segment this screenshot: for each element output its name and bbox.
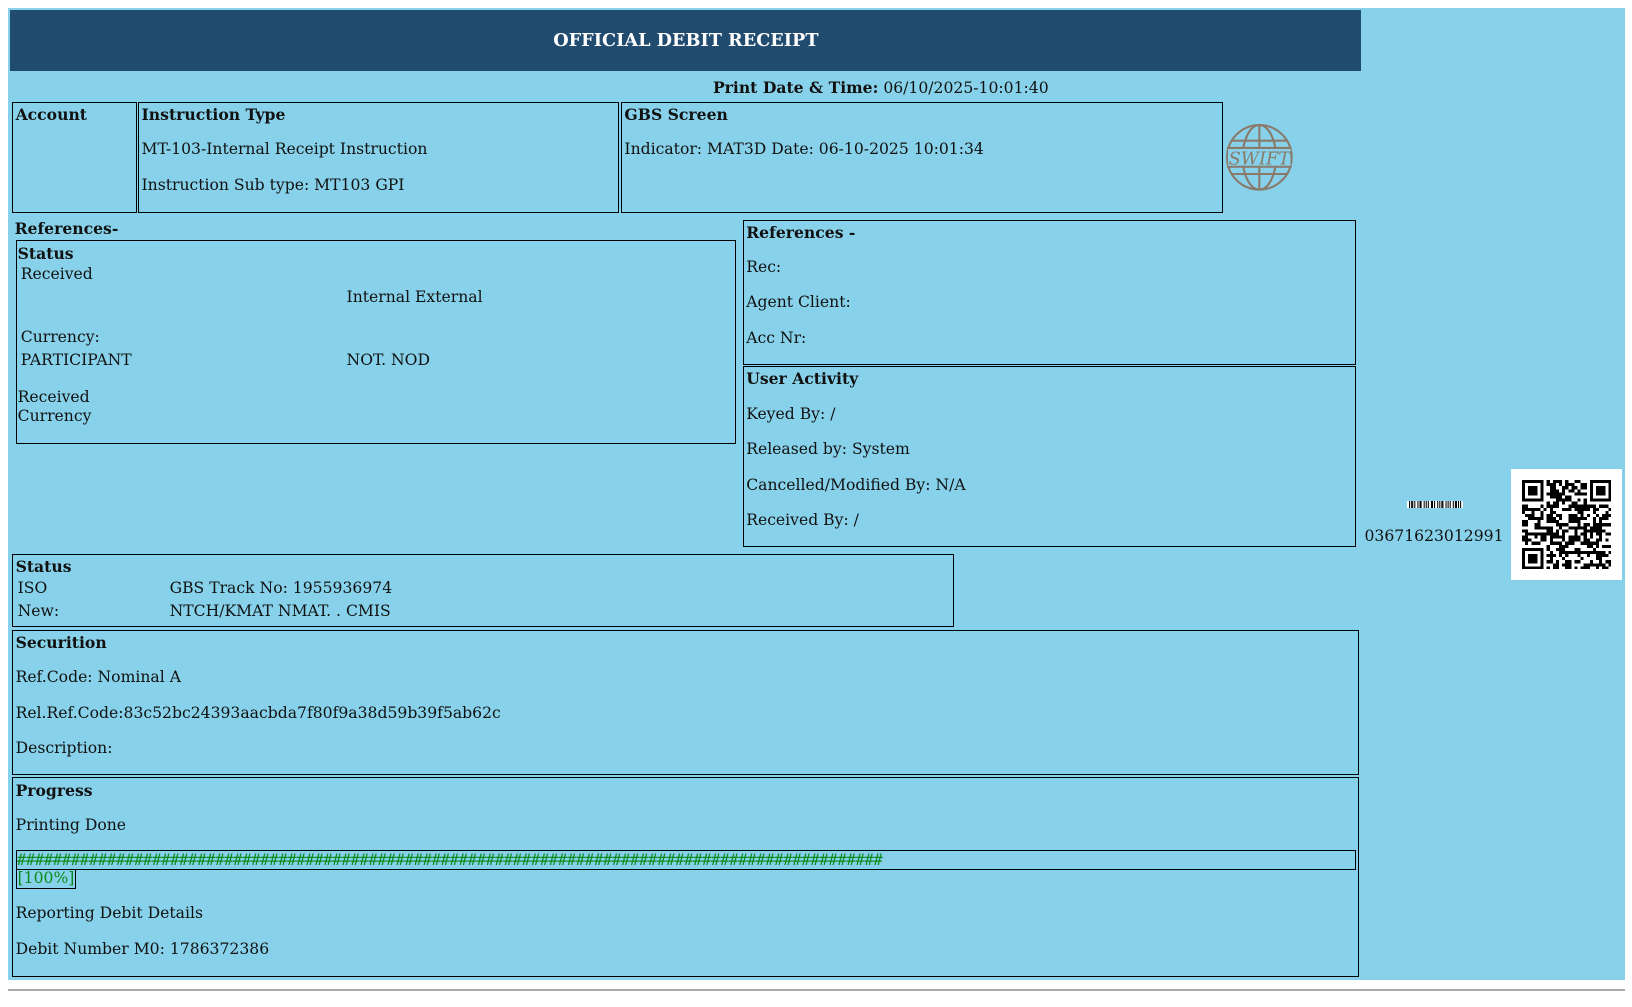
print-label: Print Date & Time: [712,78,879,98]
received-currency-label-2: Currency [17,406,92,425]
gbs-heading: GBS Screen [624,105,728,125]
barcode-bar [1456,500,1458,508]
barcode-number: 03671623012991 [1364,526,1504,545]
instruction-subtype: Instruction Sub type: MT103 GPI [141,175,405,194]
barcode-bar [1412,500,1414,508]
currency-label: Currency: [20,327,100,346]
account-heading: Account [15,105,88,125]
references-left-heading: References- [14,218,119,238]
barcode-bar [1455,500,1457,508]
status-box: Status ISO GBS Track No: 1955936974 New:… [12,553,955,627]
received-currency-label: Received [17,388,90,407]
barcode-bar [1441,500,1443,508]
barcode-bar [1431,500,1433,508]
status-heading: Status [17,243,74,263]
progress-box: Progress Printing Done #################… [12,777,1360,978]
not-nod-value: NOT. NOD [346,350,430,369]
rel-ref-code: Rel.Ref.Code:83c52bc24393aacbda7f80f9a38… [15,703,501,722]
references-right-heading: References - [746,222,856,242]
print-datetime: Print Date & Time: 06/10/2025-10:01:40 [713,78,1049,97]
reporting-label: Reporting Debit Details [15,904,203,923]
new-value: NTCH/KMAT NMAT. . CMIS [169,601,391,620]
barcode-bar [1445,500,1447,508]
swift-logo-icon: SWIFT [1226,123,1293,191]
instruction-type: MT-103-Internal Receipt Instruction [141,140,428,159]
securition-box: Securition Ref.Code: Nominal A Rel.Ref.C… [12,629,1360,776]
barcode-icon [1407,500,1464,508]
barcode-bar [1442,500,1444,508]
securition-heading: Securition [15,632,107,652]
barcode-bar [1409,500,1411,508]
progress-bar: ########################################… [15,850,1357,871]
barcode-bar [1449,500,1451,508]
barcode-bar [1411,500,1413,508]
released-by: Released by: System [746,440,910,459]
iso-label: ISO [17,578,48,597]
barcode-bar [1432,500,1434,508]
barcode-bar [1414,500,1416,508]
debit-number: Debit Number M0: 1786372386 [15,939,270,958]
gbs-box: GBS Screen Indicator: MAT3D Date: 06-10-… [621,101,1223,214]
barcode-bar [1460,500,1462,508]
barcode-bar [1419,500,1421,508]
barcode-bar [1447,500,1449,508]
qr-finder [1527,485,1538,496]
received-by: Received By: / [746,510,859,529]
agent-client-label: Agent Client: [746,293,851,312]
keyed-by: Keyed By: / [746,404,836,423]
barcode-bar [1423,500,1425,508]
gbs-indicator: Indicator: MAT3D Date: 06-10-2025 10:01:… [624,140,984,159]
instruction-heading: Instruction Type [141,105,286,125]
barcode-bar [1427,500,1430,508]
barcode-bar [1437,500,1439,508]
internal-external: Internal External [346,288,483,307]
description-label: Description: [15,738,113,757]
user-activity-heading: User Activity [746,369,859,389]
qr-finder [1595,485,1605,496]
participant-value: PARTICIPANT [20,350,132,369]
new-label: New: [17,601,60,620]
references-status-box: Status Received Internal External Curren… [15,240,736,445]
account-box: Account [12,101,138,214]
gbs-track-no: GBS Track No: 1955936974 [169,578,393,597]
bottom-divider [8,988,1625,991]
barcode-bar [1439,500,1441,508]
barcode-bar [1434,500,1436,508]
user-activity-box: User Activity Keyed By: / Released by: S… [743,366,1357,548]
swift-logo-text: SWIFT [1229,149,1292,169]
page-title: OFFICIAL DEBIT RECEIPT [10,10,1362,71]
rec-label: Rec: [746,258,782,277]
qr-finder [1527,553,1538,564]
barcode-bar [1425,500,1427,508]
instruction-box: Instruction Type MT-103-Internal Receipt… [138,101,620,214]
references-right-box: References - Rec: Agent Client: Acc Nr: [743,219,1357,366]
acc-nr-label: Acc Nr: [746,328,807,347]
progress-heading: Progress [15,780,93,800]
barcode-bar [1452,500,1454,508]
qr-code-icon [1511,469,1622,580]
barcode-bar [1458,500,1460,508]
printing-status: Printing Done [15,815,127,834]
status-box-heading: Status [15,556,72,576]
received-label: Received [20,265,93,284]
barcode-bar [1420,500,1422,508]
ref-code: Ref.Code: Nominal A [15,668,181,687]
barcode-bar [1417,500,1419,508]
progress-percent: [100%] [15,869,77,889]
print-value: 06/10/2025-10:01:40 [883,79,1049,98]
cancelled-by: Cancelled/Modified By: N/A [746,475,966,494]
